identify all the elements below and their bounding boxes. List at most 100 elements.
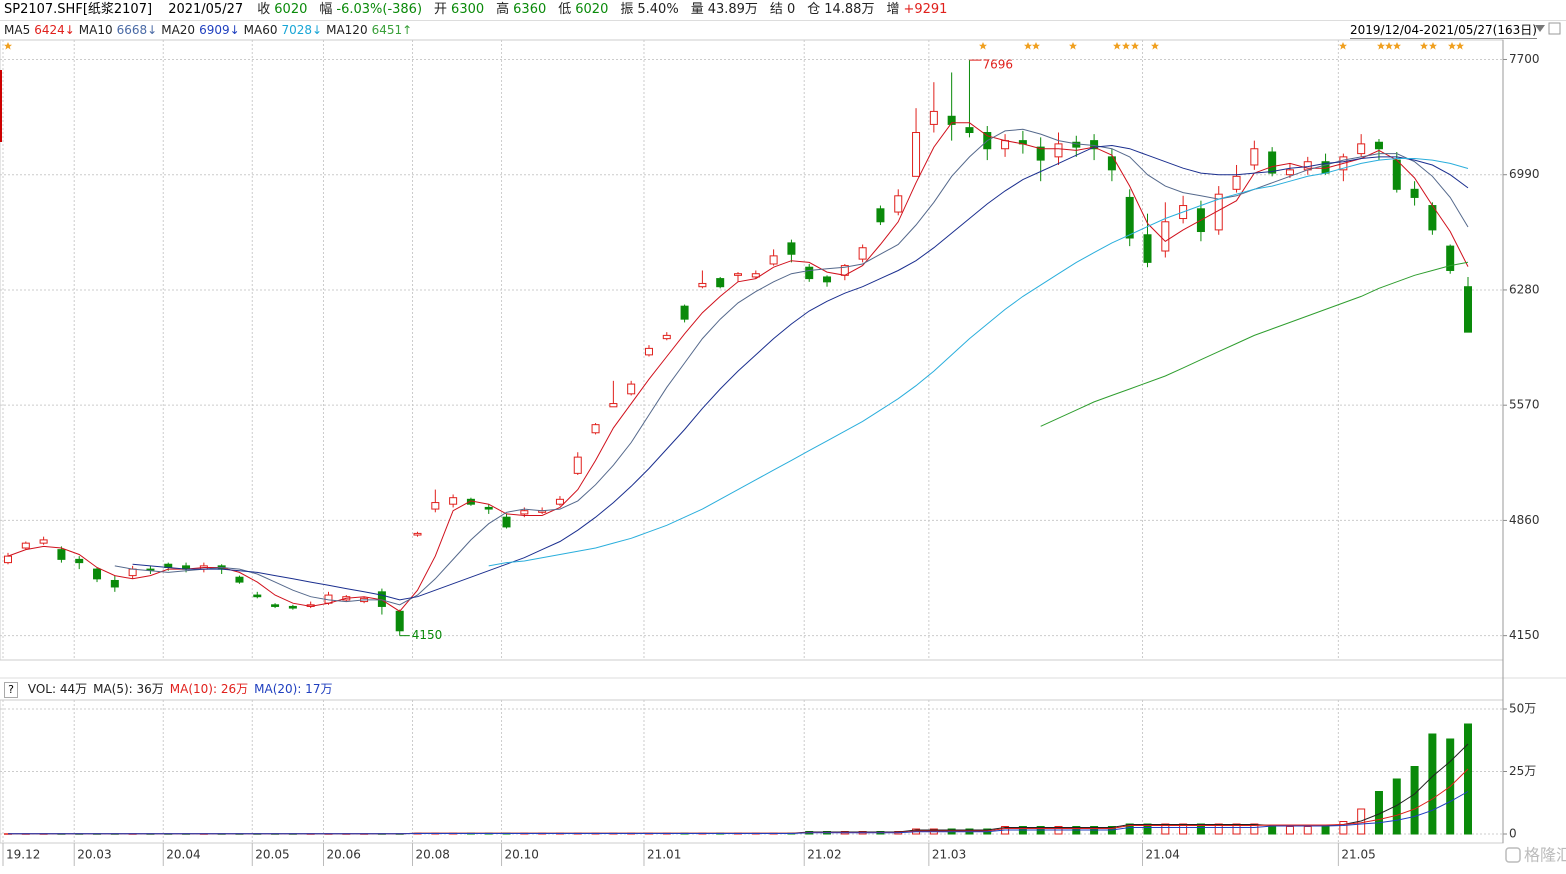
field-value: 0 [786, 2, 796, 17]
ma-name: MA5 [4, 23, 31, 37]
candle-body [1392, 159, 1401, 190]
candle-body [1143, 234, 1152, 263]
y-tick-label: 4150 [1509, 628, 1540, 642]
candle-body [413, 532, 422, 536]
candle-body [253, 594, 262, 598]
candle-body [395, 610, 404, 632]
volume-bar [1410, 766, 1419, 835]
field-label: 增 [886, 2, 900, 17]
candle-body [520, 510, 529, 515]
candle-body [716, 278, 725, 288]
volume-legend: MA(5): 36万 [93, 682, 164, 696]
field-value: 14.88万 [824, 2, 875, 17]
candle-body [1464, 286, 1472, 333]
star-markers [4, 42, 1464, 50]
candle-body [4, 555, 12, 564]
candle-body [573, 456, 582, 474]
x-tick-label: 20.08 [416, 848, 450, 862]
volume-bar [1464, 723, 1472, 835]
dropdown-icon[interactable] [1535, 25, 1545, 32]
candle-body [1054, 143, 1063, 158]
date-range[interactable]: 2019/12/04-2021/05/27(163日) [1350, 23, 1537, 39]
candle-body [146, 568, 155, 571]
field-value: 6020 [274, 2, 308, 17]
candle-body [75, 558, 84, 564]
watermark-logo [1505, 847, 1521, 863]
candle-body [1107, 156, 1116, 171]
field-value: 5.40% [637, 2, 679, 17]
field-value: 6360 [513, 2, 547, 17]
candle-body [591, 424, 600, 434]
candle-body [876, 208, 885, 223]
candle-body [947, 115, 956, 125]
volume-bar [1268, 826, 1277, 835]
candle-body [1036, 146, 1045, 161]
field-label: 开 [434, 2, 448, 17]
field-value: 6020 [575, 2, 609, 17]
x-tick-label: 21.01 [647, 848, 681, 862]
x-tick-label: 20.04 [166, 848, 200, 862]
candle-body [1285, 169, 1294, 176]
candle-body [39, 539, 48, 544]
candle-body [235, 576, 244, 583]
field-value: +9291 [903, 2, 948, 17]
volume-bar [1285, 826, 1294, 835]
candle-body [644, 347, 653, 356]
field-value: 6300 [451, 2, 485, 17]
candle-body [271, 604, 280, 607]
ma-value: 7028↓ [281, 23, 323, 37]
x-tick-label: 21.02 [807, 848, 841, 862]
candle-body [912, 132, 921, 177]
field-label: 量 [690, 2, 704, 17]
field-value: -6.03%(-386) [336, 2, 423, 17]
ma-legend: MA5 6424↓ MA10 6668↓ MA20 6909↓ MA60 7028↓ MA120… [4, 21, 416, 39]
candle-body [555, 498, 564, 505]
field-label: 结 [769, 2, 783, 17]
ma-line [7, 122, 1469, 612]
candle-body [1446, 245, 1455, 271]
volume-ma-line [8, 743, 1469, 835]
candle-body [1001, 140, 1010, 150]
y-tick-label: 6280 [1509, 282, 1540, 296]
volume-bar [1250, 823, 1259, 835]
candle-body [609, 403, 618, 408]
candle-body [288, 605, 297, 609]
candle-body [1250, 148, 1259, 166]
candle-body [894, 195, 903, 213]
candle-body [680, 305, 689, 320]
field-label: 幅 [319, 2, 333, 17]
field-label: 高 [496, 2, 510, 17]
x-tick-label: 21.04 [1146, 848, 1180, 862]
candle-body [502, 516, 511, 528]
x-tick-label: 20.10 [505, 848, 539, 862]
volume-legend: MA(10): 26万 [169, 682, 249, 696]
volume-bar [1339, 821, 1348, 835]
volume-bar [1303, 826, 1312, 835]
expand-icon[interactable] [1548, 22, 1561, 35]
candle-body [1374, 141, 1383, 150]
field-label: 仓 [807, 2, 821, 17]
y-tick-label: 25万 [1509, 764, 1536, 778]
candle-body [787, 242, 796, 255]
ma-value: 6909↓ [199, 23, 240, 37]
ma-line [132, 144, 1469, 601]
candle-body [662, 334, 671, 340]
volume-header: ? VOL: 44万 MA(5): 36万 MA(10): 26万 MA(20): 1… [4, 681, 338, 698]
candle-body [823, 276, 832, 283]
x-tick-label: 20.06 [326, 848, 360, 862]
candle-body [858, 247, 867, 260]
volume-bar [1392, 778, 1401, 835]
y-tick-label: 7700 [1509, 52, 1540, 66]
ma-name: MA60 [243, 23, 278, 37]
candle-body [805, 266, 814, 280]
x-tick-label: 20.05 [255, 848, 289, 862]
candle-body [1410, 188, 1419, 198]
y-tick-label: 4860 [1509, 513, 1540, 527]
y-tick-label: 0 [1509, 827, 1517, 841]
max-label: 7696 [982, 58, 1013, 72]
x-tick-label: 19.12 [6, 848, 40, 862]
help-button[interactable]: ? [4, 682, 18, 698]
ma-name: MA120 [326, 23, 368, 37]
candle-body [1357, 143, 1366, 155]
